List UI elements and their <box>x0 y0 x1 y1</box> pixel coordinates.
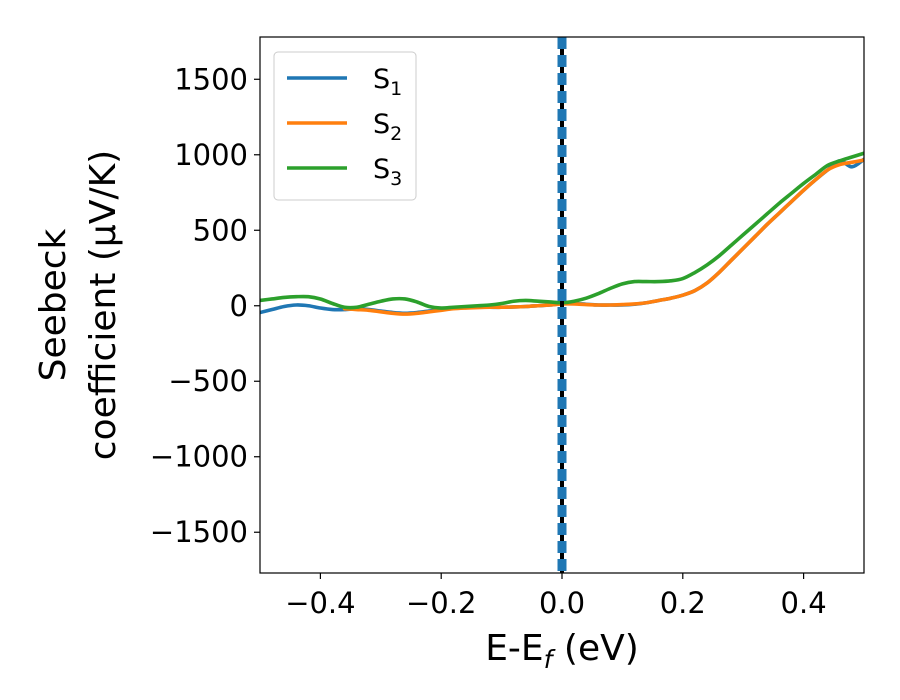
y-axis-ticks: −1500 −1000 −500 0 500 1000 1500 <box>150 62 260 549</box>
x-tick-label: 0.4 <box>781 586 827 620</box>
y-axis-label-line1: Seebeck <box>33 228 74 381</box>
legend-label-s1: S1 <box>373 64 402 100</box>
legend-box <box>273 51 417 201</box>
legend-items: S1 S2 S3 <box>287 64 402 190</box>
y-tick-label: −500 <box>168 364 248 398</box>
legend-label-s3: S3 <box>373 154 402 190</box>
x-axis-ticks: −0.4 −0.2 0.0 0.2 0.4 <box>285 573 827 620</box>
y-tick-label: 1000 <box>174 138 248 172</box>
legend: S1 S2 S3 <box>273 51 417 201</box>
x-tick-label: −0.2 <box>406 586 476 620</box>
y-tick-label: −1000 <box>150 440 248 474</box>
x-tick-label: 0.2 <box>660 586 706 620</box>
x-tick-label: −0.4 <box>285 586 355 620</box>
x-tick-label: 0.0 <box>539 586 585 620</box>
x-axis-label: E-Ef (eV) <box>485 628 639 674</box>
series-line-s2 <box>342 158 864 316</box>
y-axis-label-line2: coefficient (μV/K) <box>83 150 124 460</box>
y-tick-label: 500 <box>193 213 248 247</box>
y-tick-label: −1500 <box>150 515 248 549</box>
legend-label-s2: S2 <box>373 109 402 145</box>
y-axis-label: Seebeck coefficient (μV/K) <box>33 150 124 460</box>
y-tick-label: 1500 <box>174 62 248 96</box>
y-tick-label: 0 <box>230 289 248 323</box>
